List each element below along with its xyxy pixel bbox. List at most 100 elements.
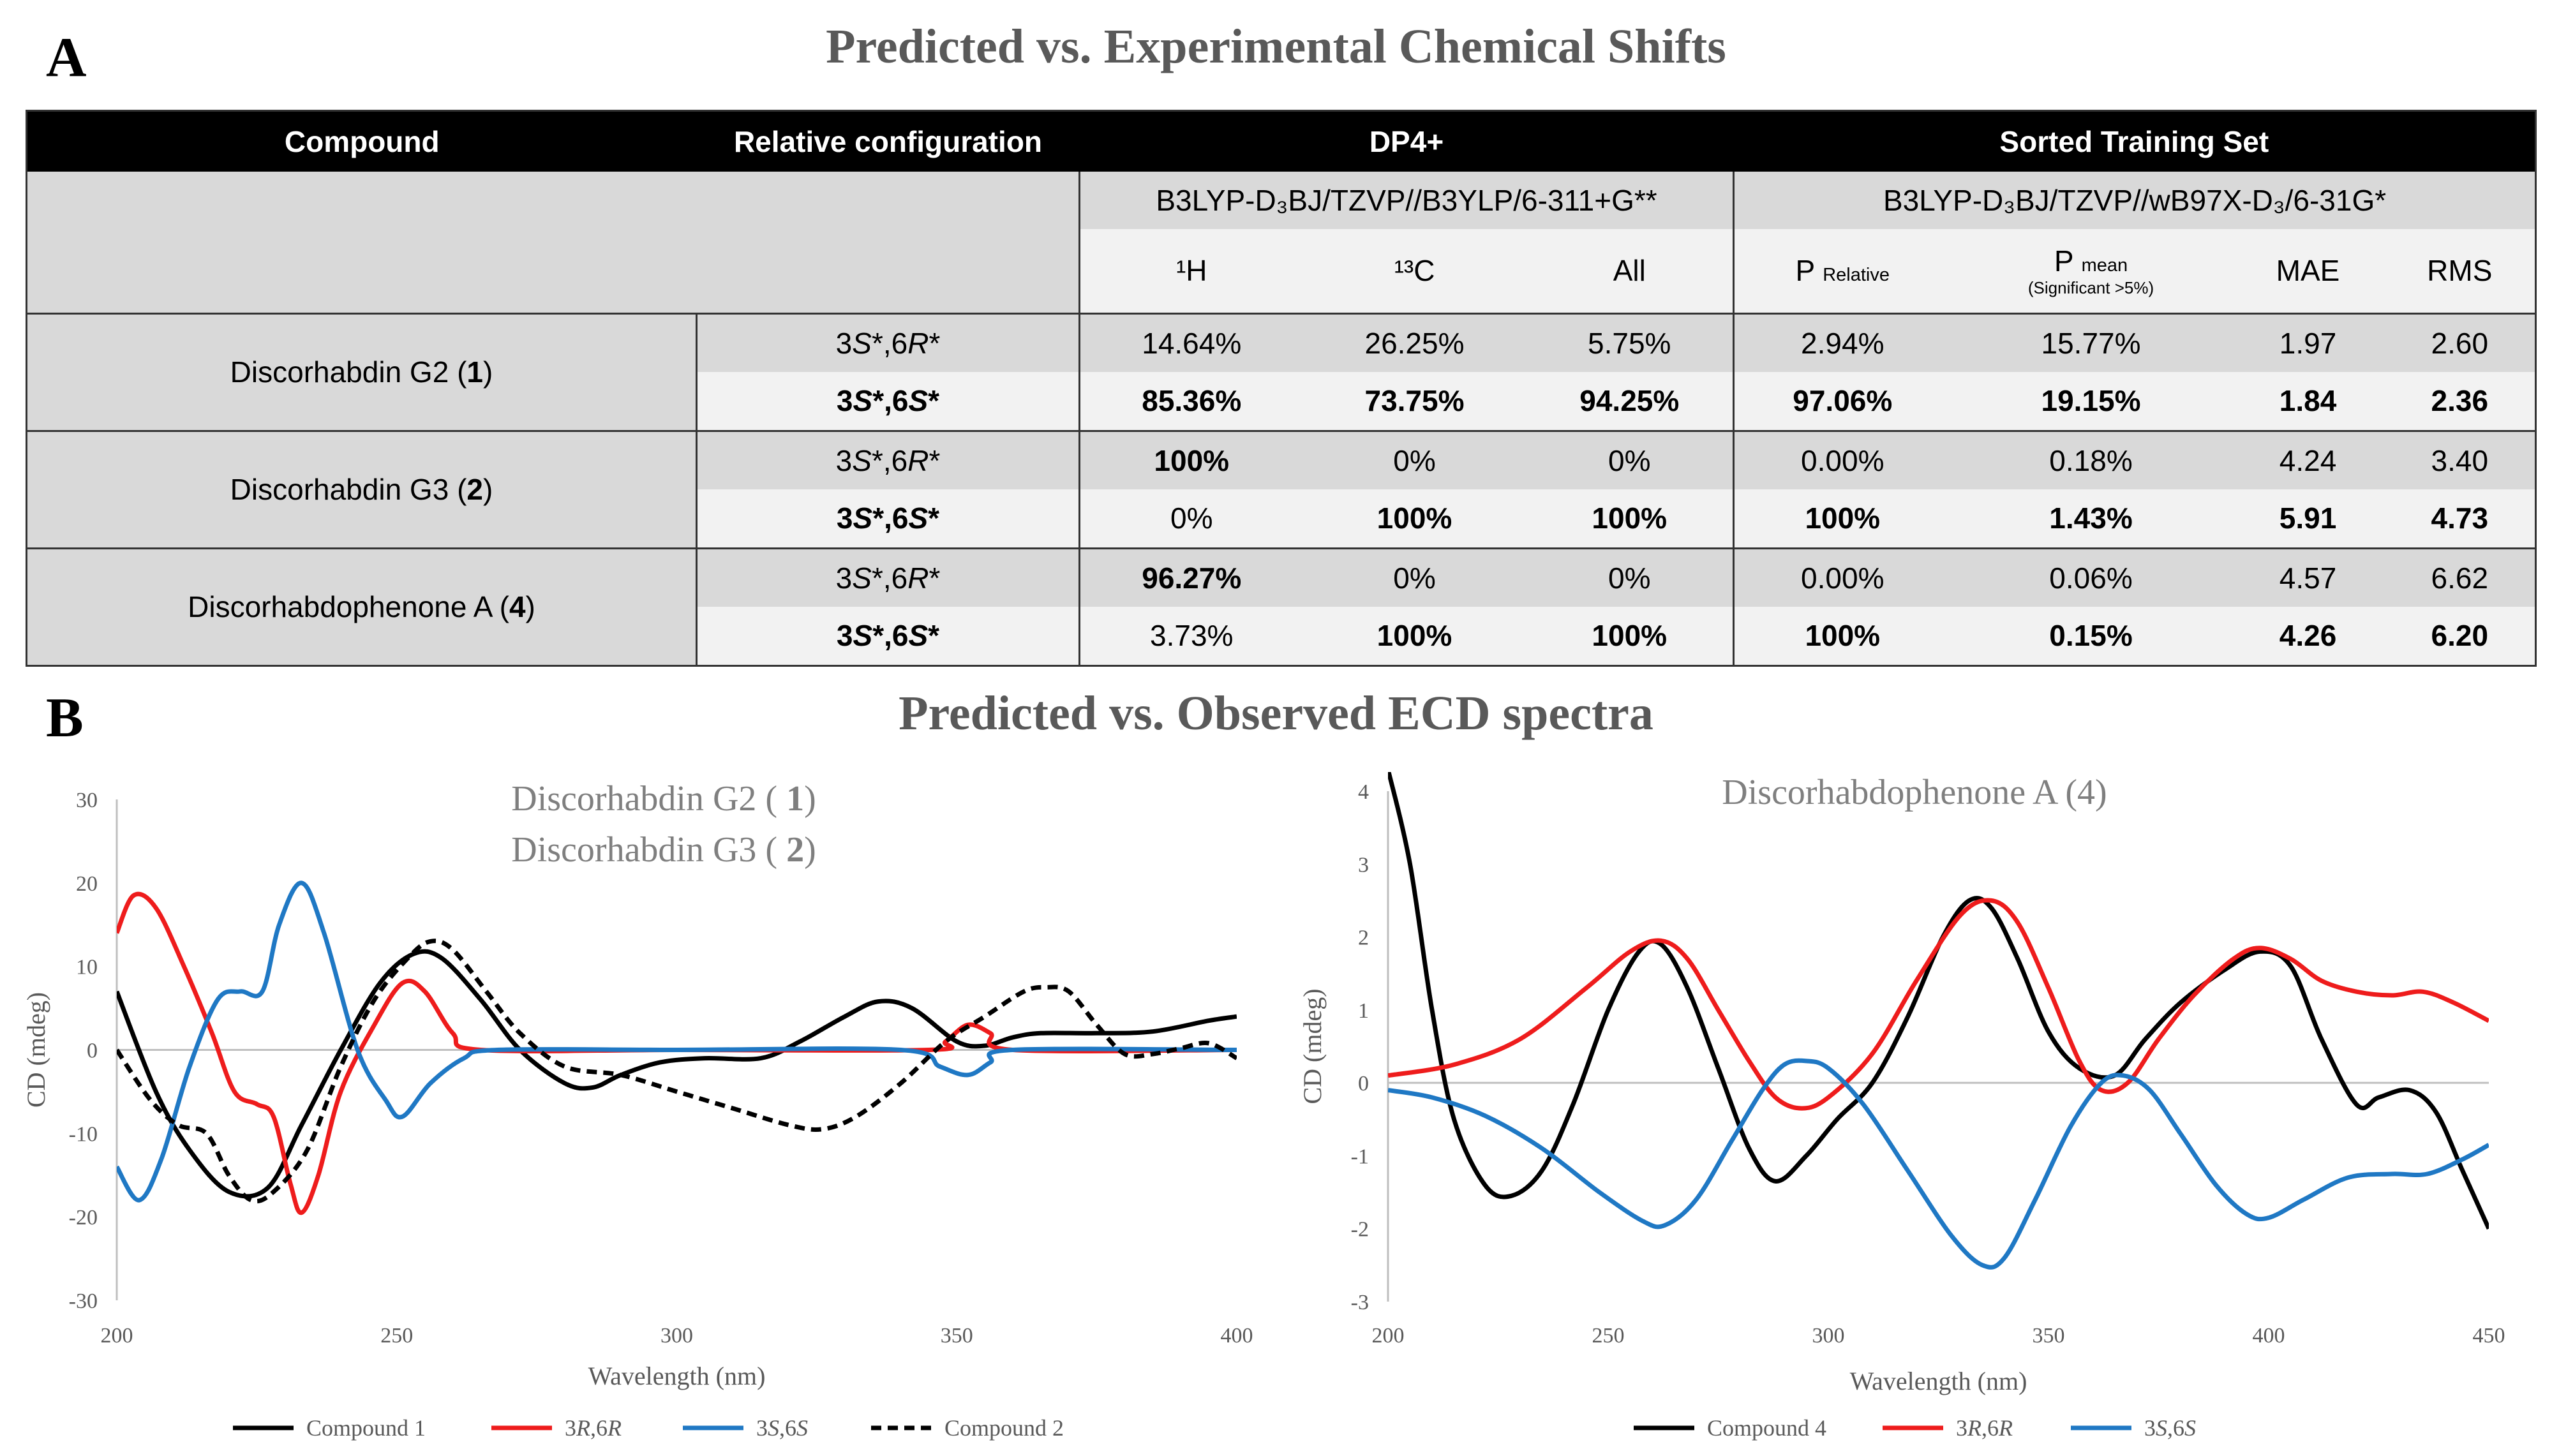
series-line-3s-6s (117, 880, 1237, 1203)
chart-title-line: Discorhabdin G3 ( 2) (511, 830, 816, 870)
header-dp4: DP4+ (1079, 110, 1734, 172)
sts-method: B3LYP-D₃BJ/TZVP//wB97X-D₃/6-31G* (1733, 172, 2536, 229)
header-relative-configuration: Relative configuration (696, 110, 1080, 172)
legend-label: Compound 1 (306, 1415, 426, 1441)
y-tick-label: 10 (76, 956, 98, 979)
mae-cell: 1.97 (2231, 312, 2385, 372)
p-rel-cell: 100% (1733, 489, 1951, 548)
ecd-chart-g2-g3: -30 -20 -10 0 10 20 30 200 250 300 350 400 Wavelengt… (22, 779, 1253, 1441)
subheader-mae: MAE (2231, 229, 2385, 313)
legend-label: Compound 4 (1707, 1415, 1826, 1441)
series-line-3r-6r (117, 891, 1237, 1215)
all-cell: 94.25% (1526, 372, 1734, 431)
rms-cell: 2.60 (2384, 312, 2536, 372)
h1-cell: 3.73% (1078, 607, 1303, 665)
x-tick-label: 400 (2253, 1324, 2285, 1348)
config-cell: 3S*,6S* (696, 489, 1080, 548)
p-rel-cell: 0.00% (1733, 547, 1951, 607)
p-mean-cell: 0.06% (1950, 547, 2232, 607)
mae-cell: 4.24 (2231, 429, 2385, 489)
y-tick-label: 30 (76, 789, 98, 812)
series-line-compound-2 (117, 939, 1237, 1204)
chemical-shift-table: Compound Relative configuration DP4+ Sor… (26, 110, 2537, 667)
y-tick-label: 20 (76, 872, 98, 896)
h1-cell: 96.27% (1078, 547, 1303, 607)
rms-cell: 6.20 (2384, 607, 2536, 665)
legend-label: 3R,6R (565, 1415, 622, 1441)
header-sorted-training-set: Sorted Training Set (1733, 110, 2536, 172)
rms-cell: 4.73 (2384, 489, 2536, 548)
x-axis-title: Wavelength (nm) (1850, 1367, 2027, 1395)
config-cell: 3S*,6S* (696, 607, 1080, 665)
y-tick-label: -20 (69, 1206, 98, 1229)
subheader-p-mean: P mean (Significant >5%) (1950, 229, 2232, 313)
y-tick-label: 4 (1358, 780, 1369, 804)
all-cell: 0% (1526, 547, 1734, 607)
p-mean-main: P (2054, 244, 2073, 278)
compound-name-2: Discorhabdin G3 (2) (26, 429, 697, 548)
config-cell: 3S*,6S* (696, 372, 1080, 431)
y-tick-label: 0 (1358, 1072, 1369, 1096)
c13-cell: 26.25% (1302, 312, 1526, 372)
x-tick-label: 200 (101, 1324, 133, 1348)
mae-cell: 4.26 (2231, 607, 2385, 665)
y-tick-label: -10 (69, 1122, 98, 1146)
p-rel-cell: 100% (1733, 607, 1951, 665)
p-mean-sub: mean (2081, 255, 2128, 276)
x-tick-label: 400 (1221, 1324, 1253, 1348)
chart-title-line: Discorhabdin G2 ( 1) (511, 779, 816, 819)
rms-cell: 6.62 (2384, 547, 2536, 607)
compound-name-1: Discorhabdin G2 (1) (26, 312, 697, 431)
x-tick-label: 250 (380, 1324, 413, 1348)
all-cell: 0% (1526, 429, 1734, 489)
p-rel-cell: 2.94% (1733, 312, 1951, 372)
y-tick-label: -3 (1351, 1291, 1369, 1314)
y-tick-label: 3 (1358, 853, 1369, 877)
legend-label: 3R,6R (1956, 1415, 2013, 1441)
c13-cell: 0% (1302, 547, 1526, 607)
panel-b-letter: B (46, 687, 84, 749)
p-mean-cell: 0.15% (1950, 607, 2232, 665)
subheader-p-relative: P Relative (1733, 229, 1951, 313)
p-mean-note: (Significant >5%) (2027, 278, 2154, 297)
h1-cell: 85.36% (1078, 372, 1303, 431)
y-tick-label: 1 (1358, 999, 1369, 1023)
legend-label: 3S,6S (2144, 1415, 2196, 1441)
subheader-all: All (1526, 229, 1734, 313)
dp4-method: B3LYP-D₃BJ/TZVP//B3YLP/6-311+G** (1078, 172, 1734, 229)
x-tick-label: 250 (1592, 1324, 1625, 1348)
y-tick-label: 2 (1358, 926, 1369, 950)
p-rel-cell: 97.06% (1733, 372, 1951, 431)
h1-cell: 100% (1078, 429, 1303, 489)
x-tick-label: 350 (941, 1324, 973, 1348)
all-cell: 100% (1526, 607, 1734, 665)
p-mean-cell: 0.18% (1950, 429, 2232, 489)
config-cell: 3S*,6R* (696, 429, 1080, 489)
series-line-compound-4 (1388, 772, 2489, 1230)
p-relative-sub: Relative (1823, 265, 1890, 286)
compound-name-4: Discorhabdophenone A (4) (26, 547, 697, 665)
y-axis-title: CD (mdeg) (1298, 988, 1327, 1104)
x-axis-title: Wavelength (nm) (588, 1362, 766, 1390)
h1-cell: 0% (1078, 489, 1303, 548)
ecd-chart-discorhabdophenone: -3 -2 -1 0 1 2 3 4 200 250 300 350 400 450 Wavelength … (1298, 772, 2505, 1441)
subheader-1h: ¹H (1078, 229, 1303, 313)
c13-cell: 0% (1302, 429, 1526, 489)
panel-b-title: Predicted vs. Observed ECD spectra (899, 687, 1653, 740)
c13-cell: 100% (1302, 489, 1526, 548)
x-tick-label: 200 (1372, 1324, 1405, 1348)
series-line-3r-6r (1388, 898, 2489, 1111)
x-tick-label: 350 (2033, 1324, 2065, 1348)
panel-a-letter: A (46, 27, 87, 89)
y-tick-label: -1 (1351, 1145, 1369, 1168)
p-rel-cell: 0.00% (1733, 429, 1951, 489)
all-cell: 5.75% (1526, 312, 1734, 372)
all-cell: 100% (1526, 489, 1734, 548)
subheader-13c: ¹³C (1302, 229, 1526, 313)
x-tick-label: 450 (2473, 1324, 2505, 1348)
x-tick-label: 300 (660, 1324, 693, 1348)
header-blank-cell (26, 172, 1080, 313)
p-mean-cell: 1.43% (1950, 489, 2232, 548)
subheader-rms: RMS (2384, 229, 2536, 313)
config-cell: 3S*,6R* (696, 547, 1080, 607)
